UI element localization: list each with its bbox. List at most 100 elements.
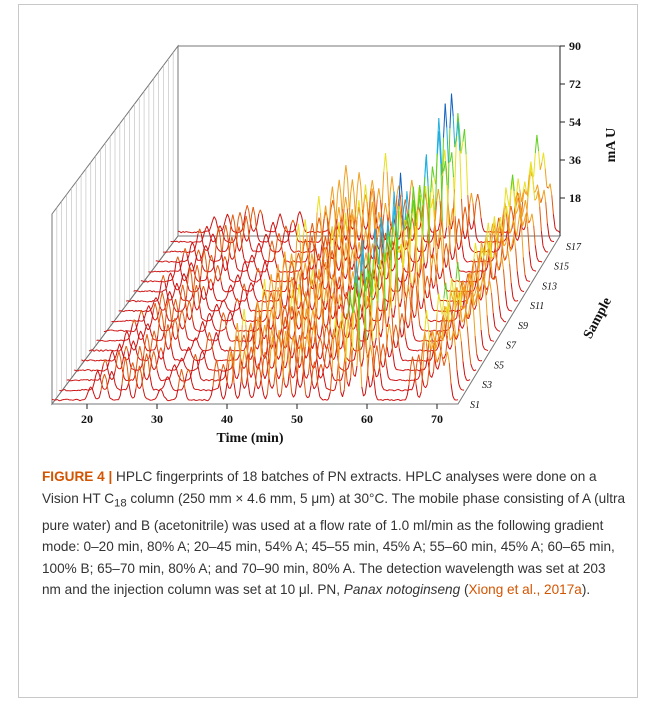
- trace-segment: [166, 291, 169, 300]
- trace-segment: [534, 245, 538, 258]
- trace-segment: [123, 334, 126, 344]
- trace-segment: [120, 358, 123, 370]
- trace-segment: [460, 388, 463, 391]
- trace-segment: [213, 216, 217, 220]
- trace-segment: [367, 295, 370, 310]
- trace-segment: [245, 319, 248, 323]
- trace-segment: [230, 214, 234, 223]
- trace-segment: [534, 198, 537, 201]
- trace-segment: [152, 302, 156, 311]
- trace-segment: [60, 389, 64, 392]
- trace-segment: [195, 233, 199, 243]
- trace-segment: [352, 271, 356, 282]
- trace-segment: [223, 394, 226, 400]
- trace-segment: [219, 318, 223, 331]
- trace-segment: [431, 307, 435, 311]
- trace-segment: [482, 282, 485, 297]
- caption-text-2: column (250 mm × 4.6 mm, 5 μm) at 30°C. …: [42, 490, 626, 598]
- trace-segment: [182, 376, 186, 389]
- trace-segment: [190, 240, 193, 243]
- trace-segment: [193, 368, 196, 371]
- trace-segment: [304, 333, 308, 347]
- trace-segment: [348, 219, 351, 243]
- trace-segment: [282, 232, 285, 243]
- trace-segment: [195, 231, 199, 234]
- trace-segment: [323, 287, 326, 290]
- trace-segment: [158, 347, 162, 354]
- trace-segment: [543, 152, 546, 169]
- trace-segment: [228, 309, 231, 312]
- trace-segment: [421, 221, 424, 264]
- trace-segment: [503, 231, 506, 233]
- trace-segment: [265, 230, 268, 232]
- trace-segment: [216, 309, 219, 312]
- trace-segment: [208, 230, 211, 237]
- trace-segment: [161, 391, 165, 397]
- trace-segment: [201, 317, 204, 320]
- trace-segment: [492, 240, 495, 243]
- trace-segment: [240, 325, 243, 356]
- trace-segment: [379, 373, 383, 387]
- trace-segment: [321, 247, 325, 266]
- trace-segment: [491, 250, 494, 253]
- trace-segment: [193, 246, 197, 255]
- trace-segment: [277, 355, 281, 360]
- trace-segment: [350, 249, 353, 262]
- trace-segment: [409, 296, 413, 322]
- trace-segment: [474, 223, 477, 238]
- trace-segment: [259, 371, 263, 387]
- trace-segment: [269, 240, 273, 248]
- trace-segment: [418, 354, 421, 364]
- trace-segment: [476, 286, 480, 294]
- trace-segment: [383, 153, 386, 172]
- trace-segment: [261, 266, 264, 275]
- trace-segment: [149, 320, 153, 328]
- trace-segment: [315, 369, 319, 387]
- trace-segment: [429, 347, 432, 350]
- trace-segment: [205, 379, 208, 381]
- trace-segment: [136, 335, 140, 344]
- trace-segment: [153, 330, 157, 339]
- trace-segment: [296, 310, 300, 317]
- trace-segment: [416, 209, 419, 223]
- trace-segment: [229, 222, 232, 239]
- trace-segment: [382, 343, 386, 353]
- trace-segment: [255, 301, 259, 316]
- trace-segment: [335, 305, 339, 324]
- trace-segment: [323, 353, 327, 368]
- trace-segment: [191, 276, 194, 296]
- trace-segment: [441, 297, 445, 315]
- trace-segment: [371, 236, 375, 240]
- trace-segment: [280, 343, 284, 368]
- trace-segment: [170, 384, 174, 389]
- trace-segment: [493, 216, 497, 231]
- trace-segment: [319, 337, 323, 344]
- trace-segment: [348, 261, 352, 283]
- trace-segment: [347, 358, 350, 362]
- trace-segment: [471, 293, 474, 309]
- trace-segment: [349, 314, 353, 328]
- trace-segment: [208, 307, 211, 311]
- trace-segment: [182, 327, 185, 330]
- trace-segment: [296, 214, 299, 225]
- trace-segment: [346, 208, 350, 233]
- trace-segment: [192, 320, 195, 329]
- trace-segment: [217, 278, 221, 282]
- citation-link[interactable]: Xiong et al., 2017a: [468, 582, 582, 598]
- trace-segment: [542, 245, 546, 251]
- trace-segment: [123, 310, 126, 313]
- trace-segment: [116, 351, 120, 359]
- trace-segment: [399, 211, 403, 233]
- trace-segment: [248, 210, 251, 223]
- trace-segment: [443, 353, 447, 359]
- trace-segment: [99, 339, 102, 342]
- trace-segment: [229, 317, 233, 321]
- trace-segment: [331, 328, 335, 338]
- trace-segment: [250, 322, 254, 335]
- trace-segment: [381, 171, 385, 204]
- trace-segment: [311, 324, 315, 337]
- trace-segment: [431, 180, 434, 196]
- trace-segment: [219, 370, 223, 382]
- trace-segment: [224, 349, 227, 352]
- trace-segment: [440, 321, 444, 348]
